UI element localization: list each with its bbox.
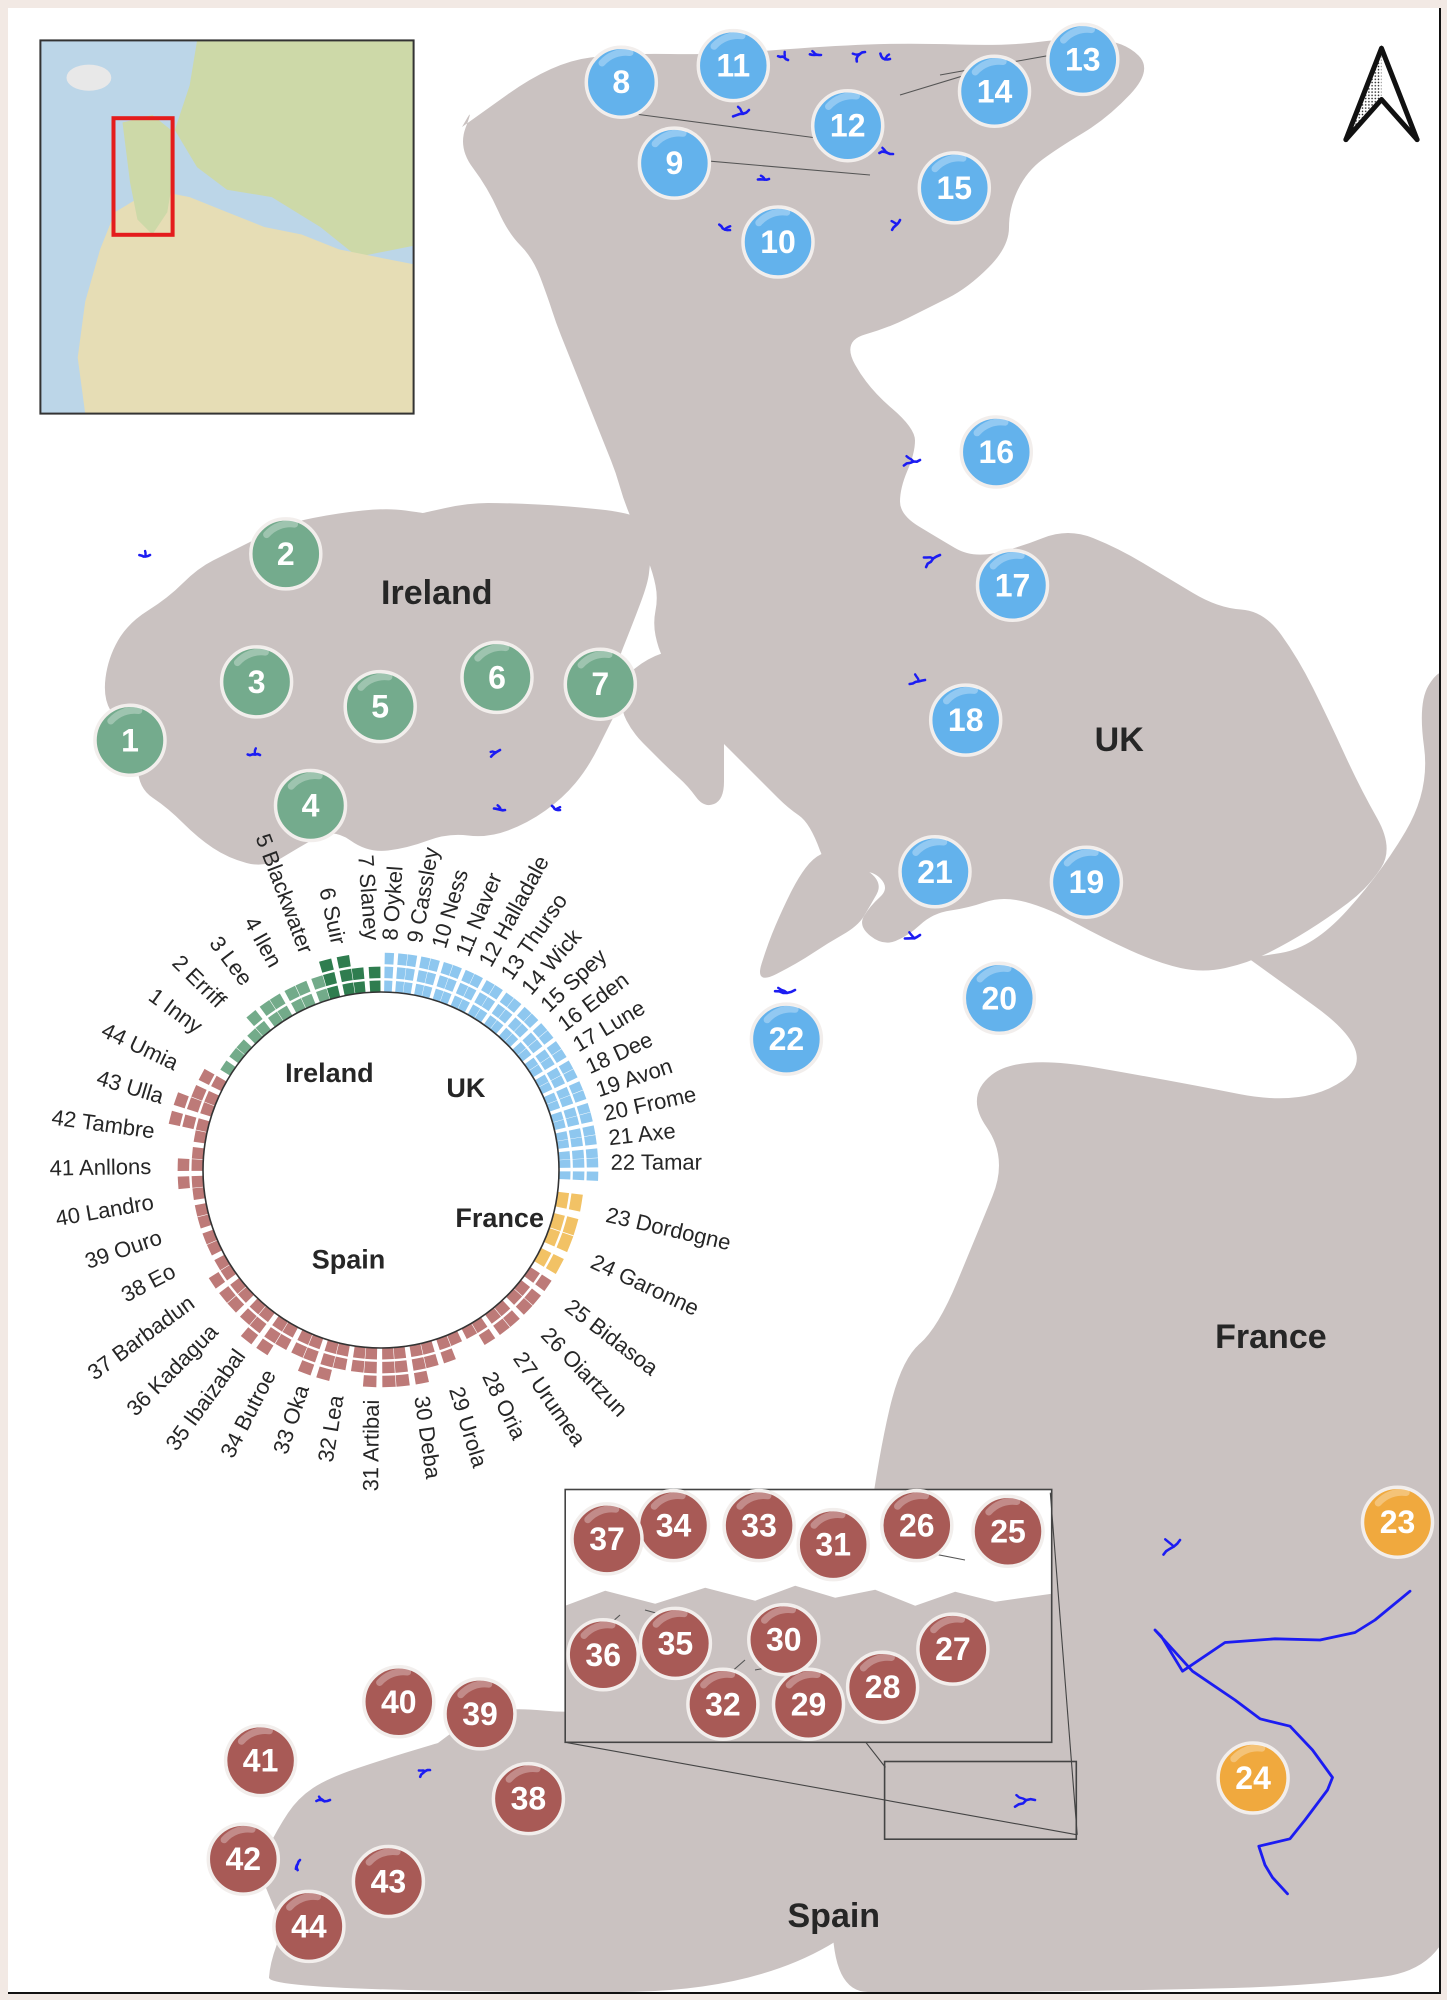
svg-text:22: 22	[769, 1021, 805, 1057]
svg-text:29: 29	[791, 1686, 827, 1722]
svg-text:37: 37	[589, 1521, 625, 1557]
svg-text:26: 26	[899, 1508, 935, 1544]
svg-text:Spain: Spain	[312, 1244, 386, 1274]
svg-text:1: 1	[121, 722, 139, 758]
svg-text:43: 43	[371, 1864, 407, 1900]
svg-text:33: 33	[741, 1508, 777, 1544]
svg-text:30: 30	[766, 1622, 802, 1658]
svg-text:16: 16	[979, 434, 1015, 470]
svg-text:20: 20	[982, 980, 1018, 1016]
svg-text:France: France	[455, 1203, 544, 1233]
svg-text:18: 18	[948, 702, 984, 738]
svg-text:4: 4	[302, 788, 320, 824]
svg-text:Spain: Spain	[788, 1897, 881, 1935]
svg-text:34: 34	[656, 1508, 692, 1544]
svg-text:38: 38	[511, 1781, 547, 1817]
svg-text:31: 31	[815, 1527, 851, 1563]
svg-text:32: 32	[705, 1686, 741, 1722]
svg-text:3: 3	[248, 664, 266, 700]
svg-text:27: 27	[935, 1631, 971, 1667]
svg-text:12: 12	[830, 108, 866, 144]
svg-text:10: 10	[760, 224, 796, 260]
svg-text:36: 36	[585, 1637, 621, 1673]
svg-text:23: 23	[1380, 1504, 1416, 1540]
svg-text:35: 35	[658, 1625, 694, 1661]
svg-text:42: 42	[226, 1841, 262, 1877]
svg-text:31 Artibai: 31 Artibai	[358, 1400, 384, 1492]
svg-text:41: 41	[243, 1743, 279, 1779]
svg-text:21: 21	[917, 854, 953, 890]
svg-text:40: 40	[381, 1684, 417, 1720]
svg-text:13: 13	[1065, 41, 1101, 77]
svg-text:19: 19	[1069, 864, 1105, 900]
svg-text:15: 15	[937, 170, 973, 206]
svg-text:UK: UK	[446, 1073, 485, 1103]
svg-text:14: 14	[977, 73, 1013, 109]
svg-text:7: 7	[591, 666, 609, 702]
svg-text:5: 5	[371, 689, 389, 725]
svg-text:25: 25	[990, 1513, 1026, 1549]
svg-text:11: 11	[716, 48, 750, 84]
svg-text:41 Anllons: 41 Anllons	[49, 1154, 151, 1181]
svg-text:Ireland: Ireland	[285, 1058, 374, 1088]
svg-text:24: 24	[1235, 1760, 1271, 1796]
svg-text:8: 8	[612, 64, 630, 100]
svg-text:6: 6	[488, 659, 506, 695]
svg-text:22 Tamar: 22 Tamar	[611, 1150, 702, 1175]
svg-text:France: France	[1215, 1318, 1327, 1356]
svg-text:9: 9	[666, 145, 684, 181]
svg-text:Ireland: Ireland	[381, 574, 492, 612]
svg-text:39: 39	[462, 1696, 498, 1732]
svg-text:28: 28	[865, 1669, 901, 1705]
svg-text:17: 17	[995, 567, 1031, 603]
svg-text:44: 44	[291, 1908, 327, 1944]
svg-text:UK: UK	[1095, 721, 1145, 759]
svg-text:2: 2	[277, 536, 295, 572]
